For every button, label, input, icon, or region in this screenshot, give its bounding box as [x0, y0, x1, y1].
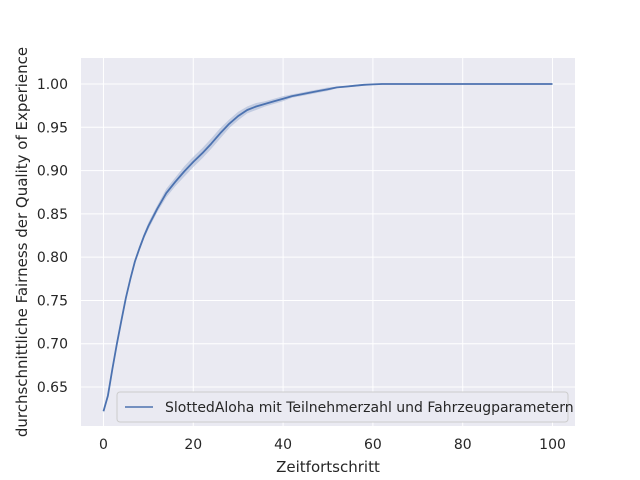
x-tick-label: 100: [539, 437, 566, 453]
y-tick-label: 0.70: [37, 337, 68, 353]
y-tick-label: 0.75: [37, 293, 68, 309]
x-tick-label: 0: [99, 437, 108, 453]
y-tick-label: 0.85: [37, 207, 68, 223]
y-tick-label: 0.80: [37, 250, 68, 266]
series-layer: [102, 83, 553, 413]
x-tick-label: 80: [454, 437, 472, 453]
x-tick-label: 40: [274, 437, 292, 453]
y-tick-label: 0.90: [37, 164, 68, 180]
y-tick-label: 1.00: [37, 77, 68, 93]
x-axis-ticks: 0 20 40 60 80 100: [99, 437, 566, 453]
plot-background: [81, 58, 575, 426]
x-axis-label: Zeitfortschritt: [276, 458, 380, 476]
series-line: [102, 83, 553, 412]
x-tick-label: 60: [364, 437, 382, 453]
legend-box: [116, 391, 569, 423]
y-axis-label: durchschnittliche Fairness der Quality o…: [13, 47, 31, 437]
legend: SlottedAloha mit Teilnehmerzahl und Fahr…: [116, 391, 574, 423]
y-tick-label: 0.65: [37, 380, 68, 396]
y-tick-label: 0.95: [37, 120, 68, 136]
y-axis-ticks: 0.65 0.70 0.75 0.80 0.85 0.90 0.95 1.00: [37, 77, 68, 396]
legend-label: SlottedAloha mit Teilnehmerzahl und Fahr…: [165, 400, 574, 416]
x-tick-label: 20: [184, 437, 202, 453]
